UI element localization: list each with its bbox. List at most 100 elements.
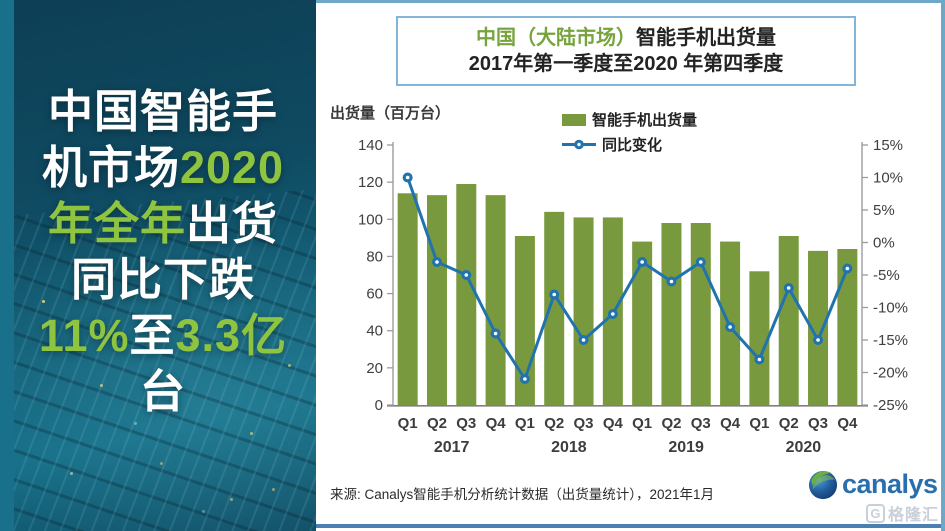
year-label: 2019 xyxy=(668,439,704,456)
right-axis-tick-label: -5% xyxy=(873,267,900,284)
yoy-marker-center xyxy=(581,338,586,342)
x-tick-label: Q4 xyxy=(837,415,858,432)
yoy-marker-center xyxy=(786,286,791,290)
canalys-globe-icon xyxy=(808,470,838,499)
left-axis-tick-label: 40 xyxy=(366,323,383,340)
headline-text: 至 xyxy=(129,310,176,361)
yoy-marker-center xyxy=(816,338,820,342)
x-tick-label: Q3 xyxy=(456,415,476,432)
right-axis-tick-label: 0% xyxy=(873,235,895,252)
chart-panel: 中国（大陆市场）智能手机出货量 2017年第一季度至2020 年第四季度 出货量… xyxy=(316,0,945,531)
chart-title-region: 中国（大陆市场） xyxy=(476,27,636,49)
left-axis-tick-label: 120 xyxy=(358,174,383,191)
yoy-marker-center xyxy=(640,260,644,264)
left-axis-tick-label: 100 xyxy=(358,211,383,228)
x-tick-label: Q3 xyxy=(808,415,828,432)
x-tick-label: Q4 xyxy=(486,415,507,432)
headline-line: 同比下跌 xyxy=(16,252,310,308)
headline-line: 年全年出货 xyxy=(16,196,310,252)
yoy-marker-center xyxy=(464,273,469,277)
headline-line: 11%至3.3亿 xyxy=(16,308,310,364)
bar xyxy=(426,195,447,405)
yoy-marker-center xyxy=(405,175,410,180)
headline-highlight: 年全年 xyxy=(47,198,186,249)
left-axis-tick-label: 20 xyxy=(366,360,383,377)
left-axis-tick-label: 80 xyxy=(366,248,383,265)
headline-highlight: 11% xyxy=(38,310,130,361)
right-axis-tick-label: -25% xyxy=(873,397,908,414)
headline-text: 台 xyxy=(139,366,186,417)
left-axis-tick-label: 60 xyxy=(366,286,383,303)
legend-item-shipments: 智能手机出货量 xyxy=(562,109,697,130)
x-tick-label: Q4 xyxy=(603,415,624,432)
x-tick-label: Q1 xyxy=(398,415,418,432)
headline-line: 中国智能手 xyxy=(16,84,310,140)
yoy-marker-center xyxy=(757,357,762,362)
line-series-glyph xyxy=(562,139,596,150)
sidebar: 中国智能手 机市场2020 年全年出货 同比下跌 11%至3.3亿台 xyxy=(0,0,316,531)
yoy-marker-center xyxy=(552,292,557,297)
x-tick-label: Q1 xyxy=(749,415,769,432)
x-tick-label: Q4 xyxy=(720,415,741,432)
x-tick-label: Q1 xyxy=(515,415,535,432)
x-tick-label: Q2 xyxy=(427,415,447,432)
right-axis-tick-label: 5% xyxy=(873,202,895,219)
yoy-marker-center xyxy=(523,377,527,381)
headline-highlight: 3.3亿 xyxy=(175,310,288,361)
right-axis-tick-label: -10% xyxy=(873,300,908,317)
yoy-marker-center xyxy=(728,325,732,329)
headline-line: 台 xyxy=(16,364,310,420)
right-axis-tick-label: -15% xyxy=(873,332,908,349)
yoy-line xyxy=(406,176,849,381)
bar xyxy=(573,217,594,405)
bar xyxy=(544,211,565,405)
x-tick-label: Q3 xyxy=(691,415,711,432)
legend-label-shipments: 智能手机出货量 xyxy=(592,112,698,129)
year-label: 2017 xyxy=(434,439,470,456)
left-axis-tick-label: 0 xyxy=(375,397,383,414)
right-axis-tick-label: 10% xyxy=(873,170,903,187)
left-axis-tick-label: 140 xyxy=(358,137,383,154)
bar xyxy=(808,250,829,405)
legend: 智能手机出货量 同比变化 xyxy=(562,109,697,155)
bar xyxy=(397,193,418,405)
gelonghui-icon: G xyxy=(865,503,885,523)
yoy-marker-center xyxy=(669,279,674,284)
yoy-marker-center xyxy=(845,266,850,271)
headline-text: 中国智能手 xyxy=(47,86,278,137)
x-tick-label: Q2 xyxy=(661,415,681,432)
chart-title: 中国（大陆市场）智能手机出货量 xyxy=(476,25,776,51)
bar xyxy=(778,236,799,405)
headline-line: 机市场2020 xyxy=(16,140,310,196)
sidebar-accent-strip xyxy=(0,0,14,531)
watermark: G 格隆汇 xyxy=(865,501,939,525)
x-tick-label: Q2 xyxy=(779,415,799,432)
right-axis-tick-label: 15% xyxy=(873,137,903,154)
headline: 中国智能手 机市场2020 年全年出货 同比下跌 11%至3.3亿台 xyxy=(16,84,310,420)
headline-text: 出货 xyxy=(186,198,279,249)
headline-highlight: 2020 xyxy=(179,142,285,193)
x-tick-label: Q3 xyxy=(574,415,594,432)
bottom-rule xyxy=(316,524,941,528)
bar xyxy=(661,223,682,405)
yoy-marker-center xyxy=(493,331,498,336)
year-label: 2020 xyxy=(786,439,822,456)
x-tick-label: Q1 xyxy=(632,415,652,432)
bar xyxy=(837,249,858,405)
combo-chart: 140 120 100 80 60 40 20 0 15% 10% 5% 0% -5% -10% -15% -… xyxy=(358,137,908,456)
chart-title-metric: 智能手机出货量 xyxy=(636,27,776,49)
source-note: 来源: Canalys智能手机分析统计数据（出货量统计），2021年1月 xyxy=(330,487,715,502)
watermark-text: 格隆汇 xyxy=(887,507,939,524)
yoy-marker-center xyxy=(698,260,703,264)
canalys-logo: canalys xyxy=(808,469,938,500)
bar xyxy=(690,223,711,405)
x-tick-label: Q2 xyxy=(544,415,564,432)
bar xyxy=(632,241,653,405)
year-label: 2018 xyxy=(551,439,587,456)
chart-title-box: 中国（大陆市场）智能手机出货量 2017年第一季度至2020 年第四季度 xyxy=(396,16,856,86)
bar-series-swatch xyxy=(562,113,586,126)
left-axis-title: 出货量（百万台） xyxy=(330,105,451,122)
headline-text: 同比下跌 xyxy=(70,254,255,305)
headline-text: 机市场 xyxy=(41,142,180,193)
